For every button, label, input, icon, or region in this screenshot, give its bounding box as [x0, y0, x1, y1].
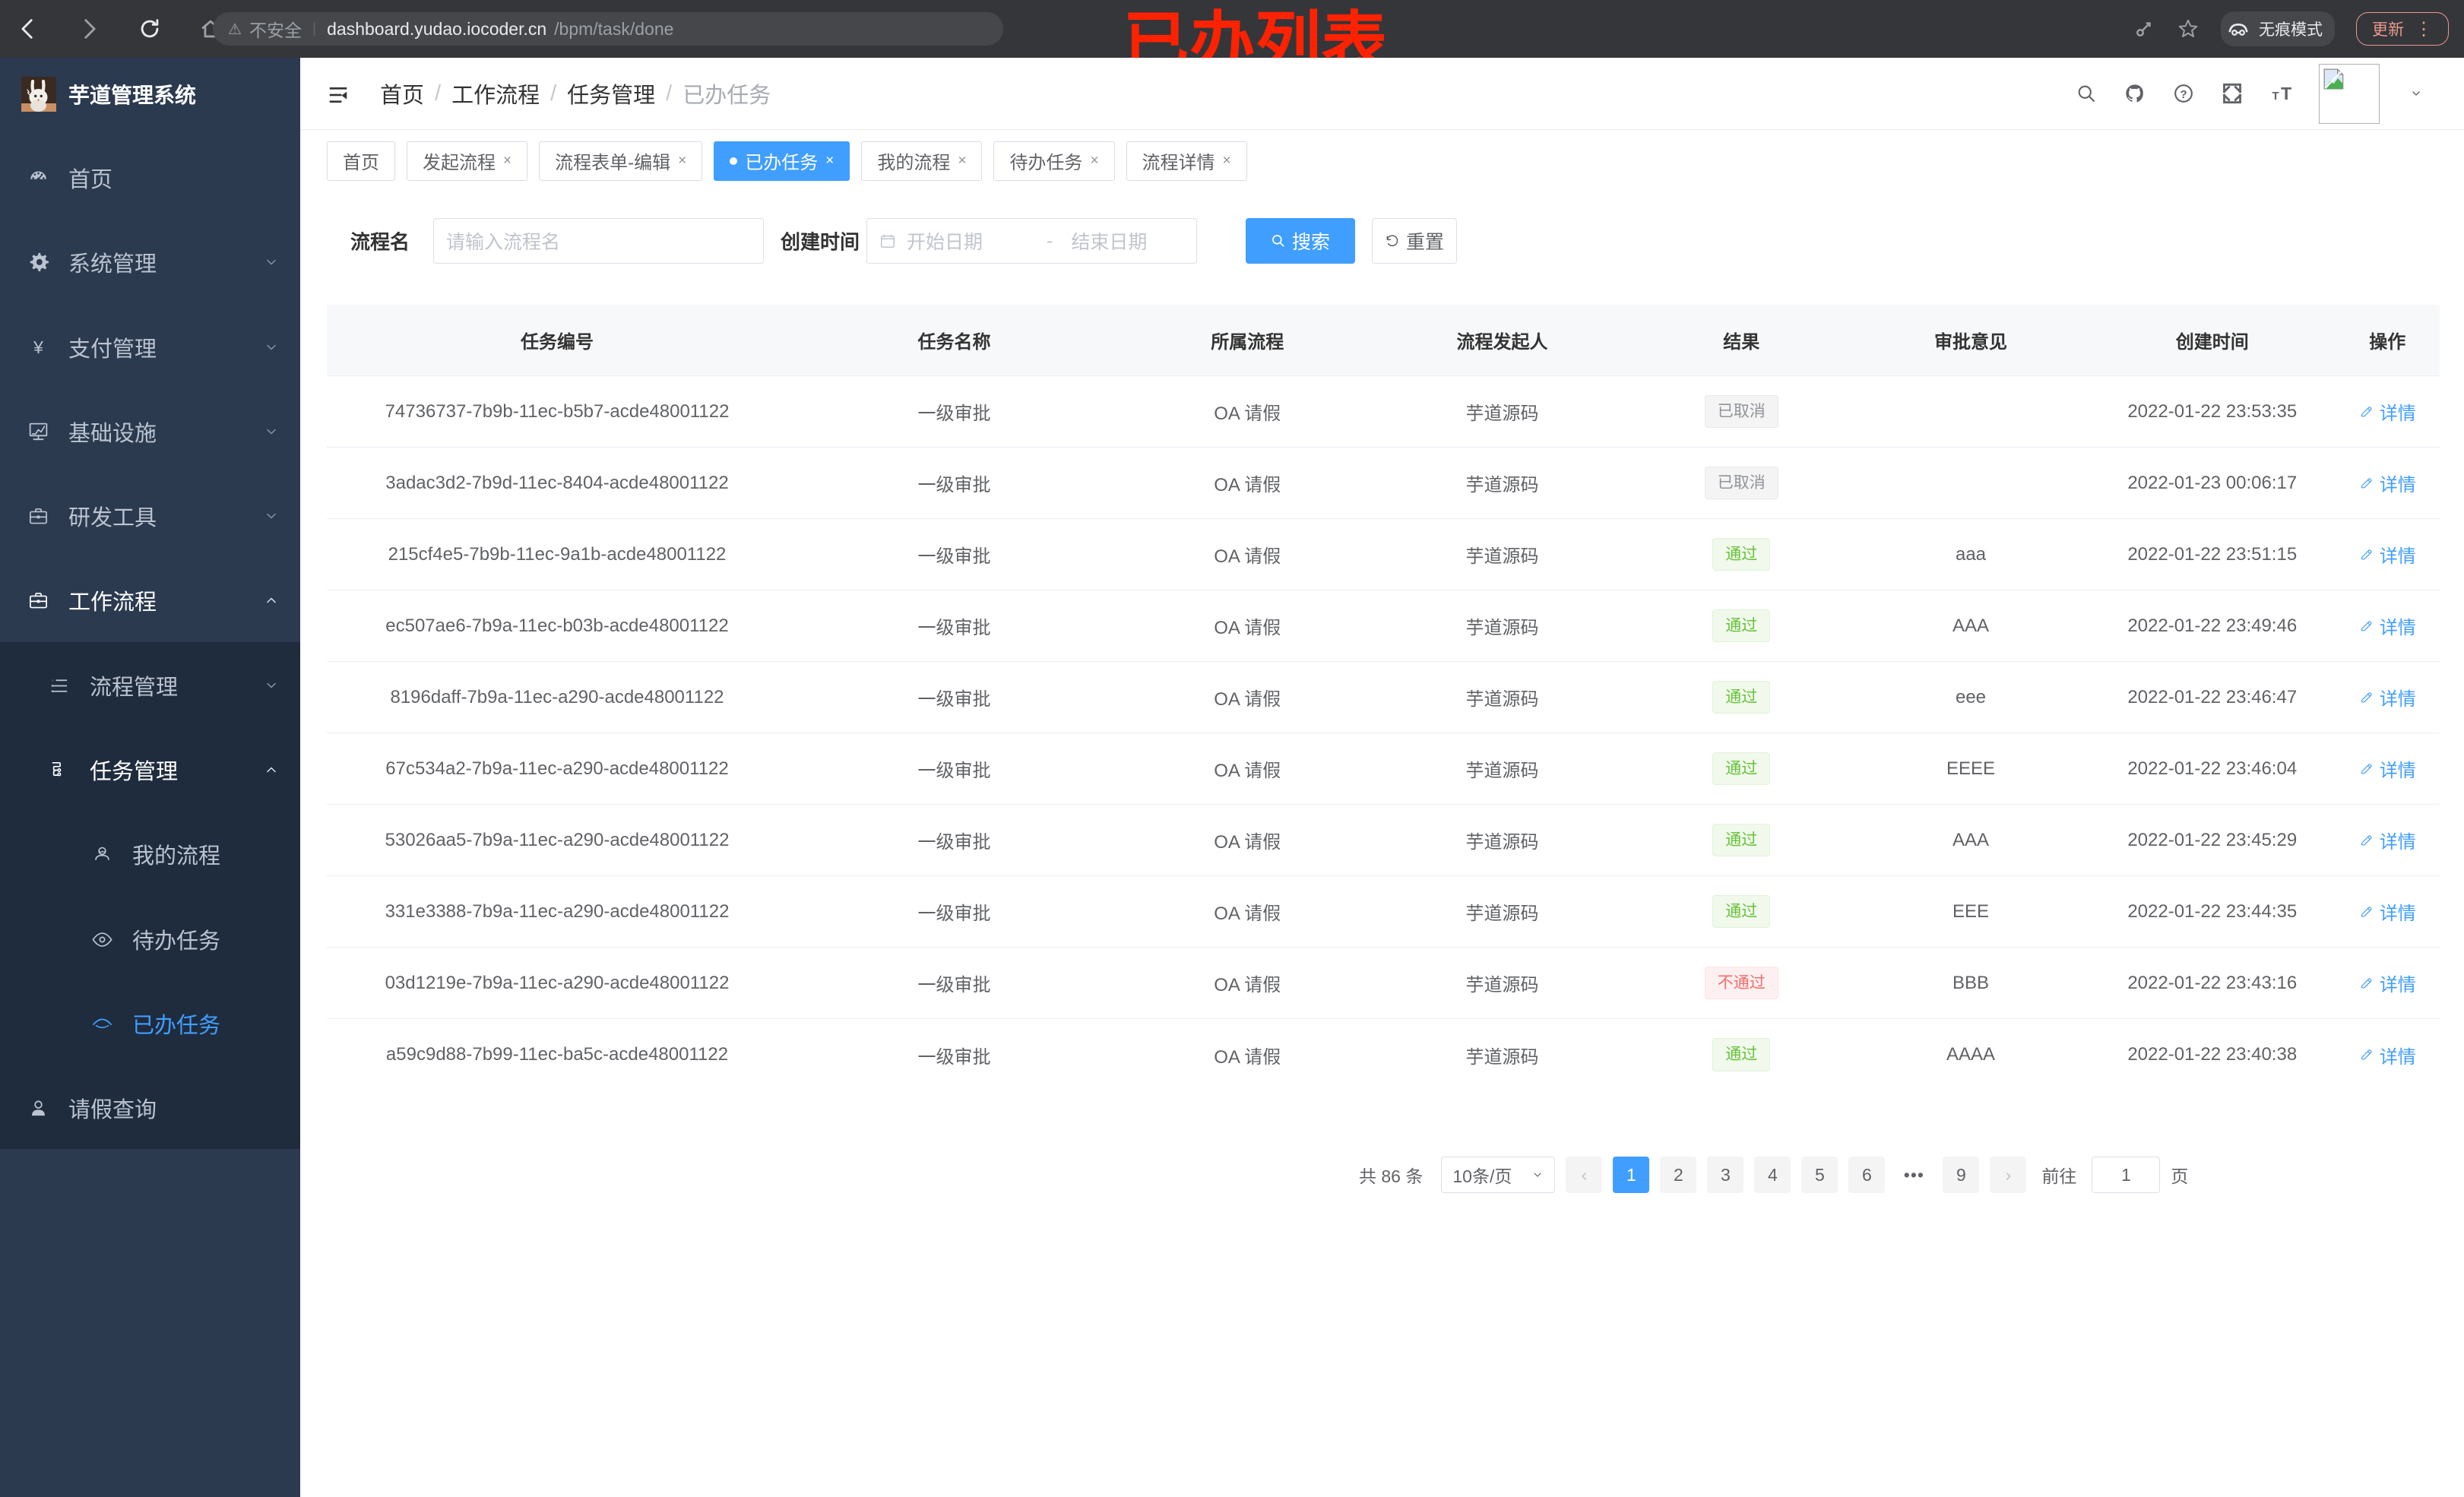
svg-text:¥: ¥: [33, 337, 43, 356]
svg-text:?: ?: [2180, 88, 2187, 101]
svg-text:T: T: [2281, 84, 2291, 103]
svg-text:T: T: [2272, 90, 2279, 103]
